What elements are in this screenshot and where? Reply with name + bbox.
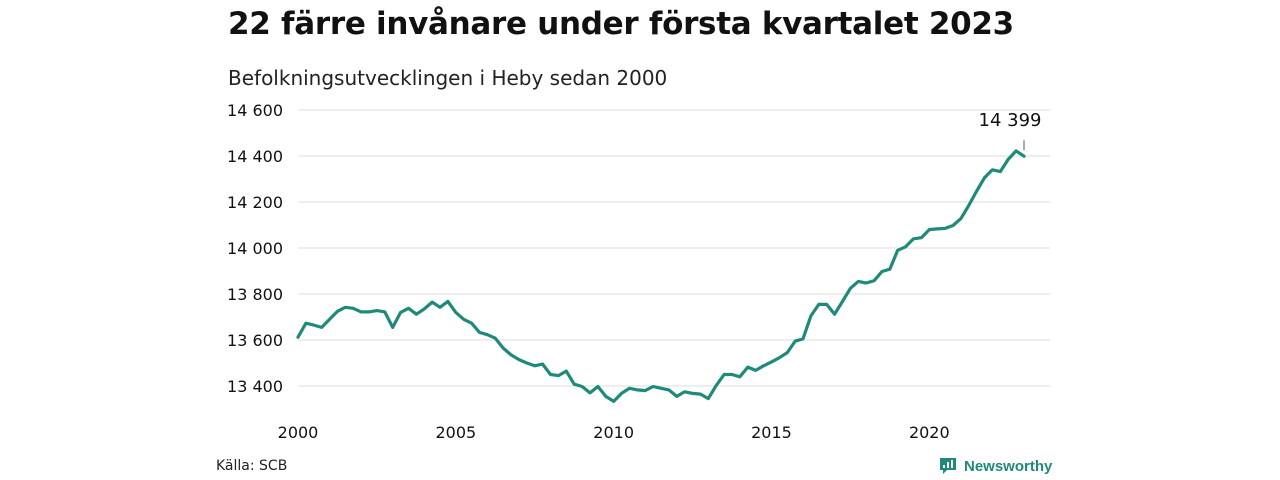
y-tick-label: 14 200 xyxy=(227,193,283,212)
series-group xyxy=(296,149,1026,403)
x-tick-label: 2015 xyxy=(751,423,792,442)
annotation-group: 14 399 xyxy=(979,110,1042,151)
y-tick-label: 14 400 xyxy=(227,147,283,166)
y-tick-label: 14 000 xyxy=(227,239,283,258)
y-tick-label: 13 400 xyxy=(227,377,283,396)
newsworthy-logo-icon xyxy=(940,458,956,474)
gridlines xyxy=(298,109,1050,387)
y-tick-label: 14 600 xyxy=(227,101,283,120)
x-tick-label: 2000 xyxy=(278,423,319,442)
x-tick-label: 2010 xyxy=(593,423,634,442)
brand-name: Newsworthy xyxy=(964,457,1053,475)
y-tick-label: 13 600 xyxy=(227,331,283,350)
chart-subtitle: Befolkningsutvecklingen i Heby sedan 200… xyxy=(228,66,668,90)
x-tick-label: 2005 xyxy=(435,423,476,442)
y-axis-tick-labels: 13 400 13 600 13 800 14 000 14 200 14 400 14 6… xyxy=(227,101,283,396)
source-note: Källa: SCB xyxy=(216,458,288,474)
x-axis-tick-labels: 2000 2005 2010 2015 2020 xyxy=(278,423,950,442)
annotation-label: 14 399 xyxy=(979,110,1042,131)
x-tick-label: 2020 xyxy=(909,423,950,442)
chart-title: 22 färre invånare under första kvartalet… xyxy=(228,6,1014,42)
brand-logo: Newsworthy xyxy=(938,456,1052,476)
series-line xyxy=(296,149,1026,403)
y-tick-label: 13 800 xyxy=(227,285,283,304)
